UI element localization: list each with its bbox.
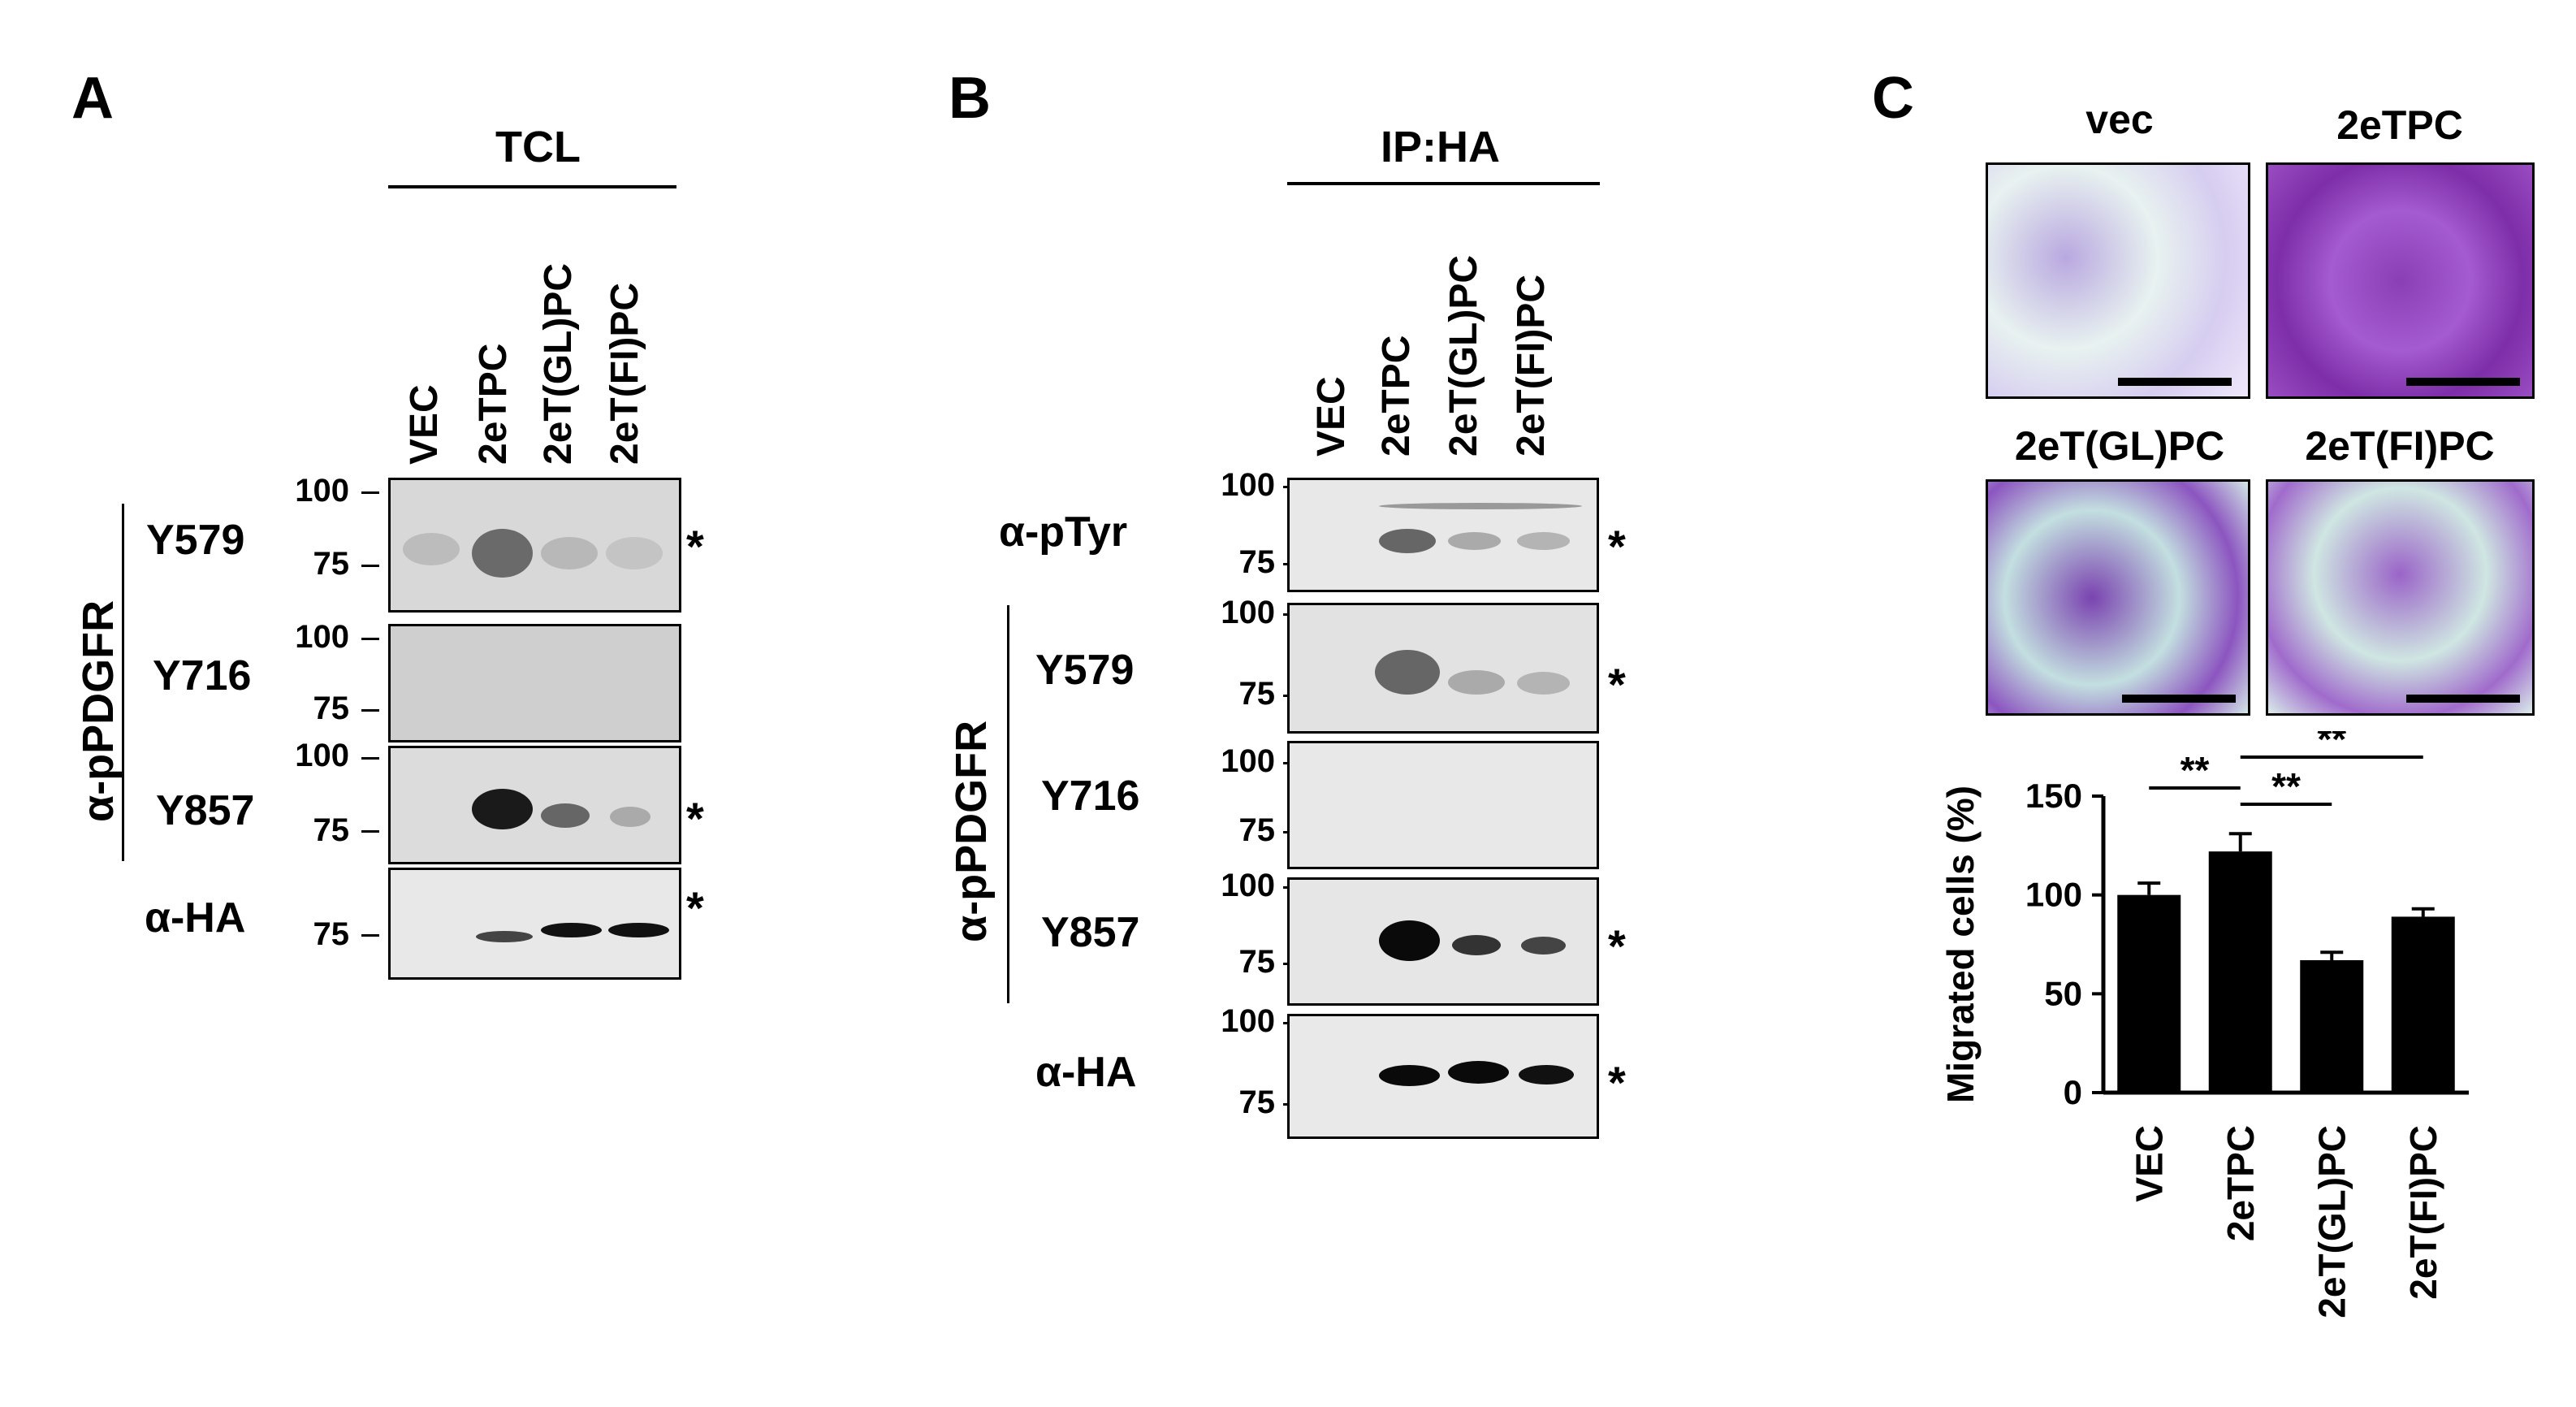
panel-b-row-y579: Y579 <box>1035 647 1135 694</box>
panel-a-group-bracket <box>122 504 124 861</box>
panel-a-mw-y857-100: 100 <box>295 738 349 773</box>
panel-a-header-line <box>388 185 676 188</box>
migration-bar-chart: 0 50 100 150 VEC 2eTPC 2eT(GL)PC 2eT(FI)PC Migra… <box>1939 731 2469 1318</box>
panel-a-star-ha: * <box>686 882 704 933</box>
panel-b-mw-y857-75: 75 <box>1238 944 1276 980</box>
panel-a-row-y857: Y857 <box>156 787 255 834</box>
y-tick-label: 150 <box>2025 777 2082 815</box>
panel-b-mw-ha-75: 75 <box>1238 1084 1276 1120</box>
panel-a-mw-y716-75: 75 <box>313 691 350 726</box>
panel-b-row-ha: α-HA <box>1035 1049 1137 1096</box>
micro-title-vec: vec <box>2085 97 2154 142</box>
micro-title-2etpc: 2eTPC <box>2336 102 2463 148</box>
panel-a-blot-y716 <box>388 624 681 742</box>
panel-a-mw-y716-100: 100 <box>295 619 349 655</box>
bar <box>2391 916 2455 1093</box>
y-tick-label: 50 <box>2044 974 2082 1012</box>
panel-b-star-ptyr: * <box>1608 521 1626 572</box>
panel-b-mw-ptyr-75: 75 <box>1238 544 1276 580</box>
panel-a-antibody-group: α-pPDGFR <box>74 600 123 822</box>
panel-a-row-ha: α-HA <box>145 894 246 942</box>
panel-b-lane-4: 2eT(FI)PC <box>1510 274 1553 457</box>
bar <box>2300 959 2364 1093</box>
x-tick-label: 2eT(GL)PC <box>2310 1125 2353 1318</box>
panel-b-mw-y716-75: 75 <box>1238 812 1276 848</box>
panel-b-lane-3: 2eT(GL)PC <box>1442 254 1485 457</box>
micro-image-2etglpc <box>1986 479 2250 716</box>
panel-a-lane-1: VEC <box>403 384 446 465</box>
panel-b-antibody-group: α-pPDGFR <box>947 720 996 942</box>
panel-b-mw-y579-75: 75 <box>1238 676 1276 712</box>
panel-c-label: C <box>1872 66 1914 131</box>
panel-b-header-line <box>1287 182 1600 185</box>
panel-b-row-y857: Y857 <box>1041 909 1140 956</box>
bar <box>2208 851 2272 1093</box>
y-tick-label: 0 <box>2064 1073 2082 1111</box>
panel-b-mw-ptyr-100: 100 <box>1221 467 1275 503</box>
panel-a-label: A <box>71 66 114 131</box>
bar <box>2117 894 2181 1093</box>
panel-a-lane-3: 2eT(GL)PC <box>537 262 580 465</box>
panel-a-blot-y579 <box>388 478 681 613</box>
micro-image-2etfipc <box>2266 479 2535 716</box>
panel-b-mw-ha-100: 100 <box>1221 1003 1275 1039</box>
panel-a-lane-2: 2eTPC <box>472 343 515 465</box>
panel-b-blot-y579 <box>1287 603 1599 734</box>
y-axis-label: Migrated cells (%) <box>1939 786 1982 1103</box>
panel-a-star-y579: * <box>686 521 704 572</box>
micro-image-vec <box>1986 162 2250 399</box>
significance-marker: ** <box>2181 749 2210 791</box>
panel-a-row-y579: Y579 <box>146 517 245 564</box>
significance-marker: ** <box>2317 731 2346 760</box>
panel-a-row-y716: Y716 <box>153 652 252 699</box>
significance-marker: ** <box>2271 765 2301 807</box>
panel-a-blot-ha <box>388 868 681 980</box>
panel-b-star-y857: * <box>1608 920 1626 972</box>
micro-title-2etfipc: 2eT(FI)PC <box>2305 423 2495 469</box>
x-tick-label: VEC <box>2128 1125 2170 1202</box>
panel-b-group-bracket <box>1007 605 1009 1003</box>
panel-a-mw-y579-100: 100 <box>295 473 349 509</box>
panel-b-mw-y579-100: 100 <box>1221 595 1275 630</box>
panel-a-mw-y579-75: 75 <box>313 546 350 582</box>
panel-a-lane-4: 2eT(FI)PC <box>603 282 646 465</box>
micro-title-2etglpc: 2eT(GL)PC <box>2014 423 2225 469</box>
panel-a-mw-ha-75: 75 <box>313 916 350 952</box>
y-tick-label: 100 <box>2025 876 2082 914</box>
micro-image-2etpc <box>2266 162 2535 399</box>
panel-a-star-y857: * <box>686 793 704 844</box>
x-tick-label: 2eTPC <box>2219 1125 2262 1241</box>
panel-b-star-ha: * <box>1608 1057 1626 1108</box>
panel-b-mw-y857-100: 100 <box>1221 868 1275 903</box>
panel-a-mw-y857-75: 75 <box>313 812 350 848</box>
panel-b-header: IP:HA <box>1381 123 1500 171</box>
panel-b-row-ptyr: α-pTyr <box>999 509 1128 556</box>
panel-b-blot-y716 <box>1287 741 1599 869</box>
panel-b-star-y579: * <box>1608 659 1626 710</box>
panel-b-blot-ha <box>1287 1014 1599 1139</box>
panel-b-blot-y857 <box>1287 877 1599 1006</box>
panel-b-lane-2: 2eTPC <box>1375 335 1418 457</box>
x-tick-label: 2eT(FI)PC <box>2402 1125 2444 1300</box>
panel-a-blot-y857 <box>388 746 681 864</box>
panel-b-mw-y716-100: 100 <box>1221 743 1275 779</box>
panel-a-header: TCL <box>495 123 581 171</box>
panel-b-blot-ptyr <box>1287 478 1599 592</box>
panel-b-label: B <box>949 66 991 131</box>
panel-b-row-y716: Y716 <box>1041 773 1140 820</box>
panel-b-lane-1: VEC <box>1310 376 1353 457</box>
